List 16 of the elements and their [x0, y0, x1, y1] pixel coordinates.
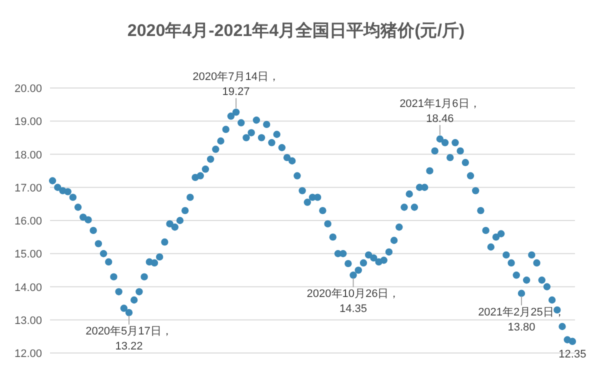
- annotation: 2020年7月14日， 19.27: [192, 71, 280, 98]
- annotation: 2021年1月6日， 18.46: [400, 98, 480, 126]
- annotation: 2021年2月25日， 13.80: [478, 306, 565, 334]
- y-tick-label: 12.00: [14, 348, 42, 360]
- annotation: 2020年10月26日， 14.35: [306, 288, 400, 316]
- y-tick-label: 18.00: [14, 149, 42, 162]
- y-tick-label: 17.00: [14, 182, 42, 194]
- y-tick-label: 14.00: [14, 282, 42, 294]
- annotation: 2020年5月17日， 13.22: [86, 326, 172, 353]
- y-tick-label: 15.00: [14, 248, 42, 261]
- y-tick-label: 19.00: [14, 116, 42, 128]
- y-tick-label: 13.00: [14, 314, 42, 327]
- annotation: 12.35: [558, 348, 586, 360]
- y-tick-label: 16.00: [14, 216, 42, 228]
- chart-title: 2020年4月-2021年4月全国日平均猪价(元/斤): [127, 21, 465, 40]
- y-tick-label: 20.00: [14, 83, 42, 95]
